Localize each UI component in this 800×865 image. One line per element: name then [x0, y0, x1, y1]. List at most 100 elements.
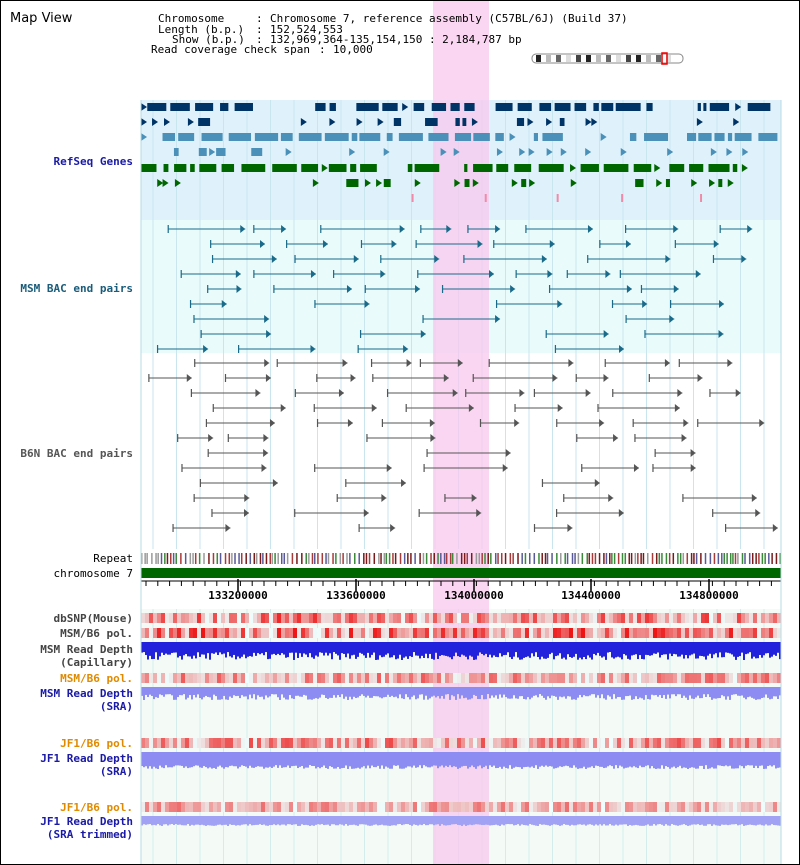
- read-depth-bar: [323, 752, 325, 766]
- polymorphism-cell: [209, 673, 213, 683]
- polymorphism-cell: [429, 738, 433, 748]
- repeat-feature: [509, 553, 512, 564]
- read-depth-bar: [179, 642, 181, 657]
- polymorphism-cell: [317, 673, 321, 683]
- bac-end-arrow: [353, 255, 359, 263]
- read-depth-bar: [521, 642, 523, 660]
- polymorphism-cell: [389, 673, 393, 683]
- read-depth-bar: [647, 642, 649, 656]
- polymorphism-cell: [665, 673, 669, 683]
- read-depth-bar: [779, 816, 781, 826]
- read-depth-bar: [191, 687, 193, 700]
- repeat-feature: [325, 553, 327, 564]
- read-depth-bar: [741, 687, 743, 696]
- read-depth-bar: [383, 687, 385, 698]
- gene-arrow: [496, 148, 503, 156]
- polymorphism-cell: [345, 738, 349, 748]
- polymorphism-cell: [497, 673, 501, 683]
- polymorphism-cell: [361, 628, 365, 638]
- read-depth-bar: [449, 687, 451, 700]
- repeat-feature: [700, 553, 702, 564]
- ideogram-band: [666, 55, 671, 62]
- polymorphism-cell: [405, 802, 409, 812]
- polymorphism-cell: [153, 738, 157, 748]
- read-depth-bar: [737, 816, 739, 826]
- read-depth-bar: [535, 642, 537, 653]
- read-depth-bar: [263, 816, 265, 825]
- polymorphism-cell: [673, 613, 677, 623]
- read-depth-bar: [187, 687, 189, 698]
- read-depth-bar: [401, 752, 403, 769]
- polymorphism-cell: [693, 802, 697, 812]
- gene-block: [697, 103, 701, 111]
- gene-arrow: [471, 118, 478, 126]
- read-depth-bar: [311, 642, 313, 658]
- polymorphism-cell: [425, 673, 429, 683]
- read-depth-bar: [483, 687, 485, 700]
- read-depth-bar: [185, 642, 187, 655]
- polymorphism-cell: [345, 802, 349, 812]
- polymorphism-cell: [341, 738, 345, 748]
- read-depth-bar: [211, 642, 213, 654]
- repeat-feature: [216, 553, 219, 564]
- read-depth-bar: [369, 687, 371, 698]
- read-depth-bar: [567, 752, 569, 767]
- read-depth-bar: [203, 816, 205, 826]
- read-depth-bar: [647, 816, 649, 825]
- read-depth-bar: [369, 642, 371, 658]
- bac-end-arrow: [690, 464, 696, 472]
- read-depth-bar: [689, 816, 691, 826]
- read-depth-bar: [511, 816, 513, 825]
- read-depth-bar: [299, 687, 301, 697]
- polymorphism-cell: [701, 628, 705, 638]
- bac-end-arrow: [751, 494, 757, 502]
- repeat-feature: [611, 553, 613, 564]
- read-depth-bar: [403, 752, 405, 769]
- read-depth-bar: [237, 752, 239, 769]
- read-depth-bar: [315, 687, 317, 699]
- polymorphism-cell: [349, 628, 353, 638]
- polymorphism-cell: [749, 738, 753, 748]
- polymorphism-cell: [725, 613, 729, 623]
- read-depth-bar: [765, 816, 767, 825]
- read-depth-bar: [393, 816, 395, 826]
- polymorphism-cell: [377, 628, 381, 638]
- repeat-feature: [192, 553, 194, 564]
- bac-end-arrow: [557, 404, 563, 412]
- read-depth-bar: [417, 687, 419, 699]
- read-depth-bar: [263, 752, 265, 769]
- read-depth-bar: [531, 752, 533, 767]
- polymorphism-cell: [281, 802, 285, 812]
- read-depth-bar: [291, 752, 293, 767]
- polymorphism-cell: [705, 628, 709, 638]
- gene-block: [228, 133, 252, 141]
- read-depth-bar: [607, 752, 609, 767]
- read-depth-bar: [725, 687, 727, 700]
- read-depth-bar: [547, 642, 549, 658]
- read-depth-bar: [235, 642, 237, 660]
- read-depth-bar: [497, 752, 499, 768]
- read-depth-bar: [561, 687, 563, 698]
- read-depth-bar: [499, 816, 501, 826]
- read-depth-bar: [357, 687, 359, 698]
- polymorphism-cell: [525, 738, 529, 748]
- read-depth-bar: [385, 642, 387, 655]
- read-depth-bar: [537, 752, 539, 769]
- polymorphism-cell: [321, 802, 325, 812]
- polymorphism-cell: [157, 802, 161, 812]
- read-depth-bar: [207, 642, 209, 654]
- read-depth-bar: [763, 816, 765, 826]
- repeat-feature: [419, 553, 421, 564]
- read-depth-bar: [609, 642, 611, 653]
- polymorphism-cell: [465, 628, 469, 638]
- repeat-feature: [155, 553, 157, 564]
- polymorphism-cell: [261, 738, 265, 748]
- polymorphism-cell: [409, 673, 413, 683]
- repeat-feature: [451, 553, 454, 564]
- read-depth-bar: [587, 752, 589, 768]
- read-depth-bar: [167, 752, 169, 768]
- gene-block: [644, 133, 669, 141]
- read-depth-bar: [599, 816, 601, 825]
- read-depth-bar: [201, 752, 203, 768]
